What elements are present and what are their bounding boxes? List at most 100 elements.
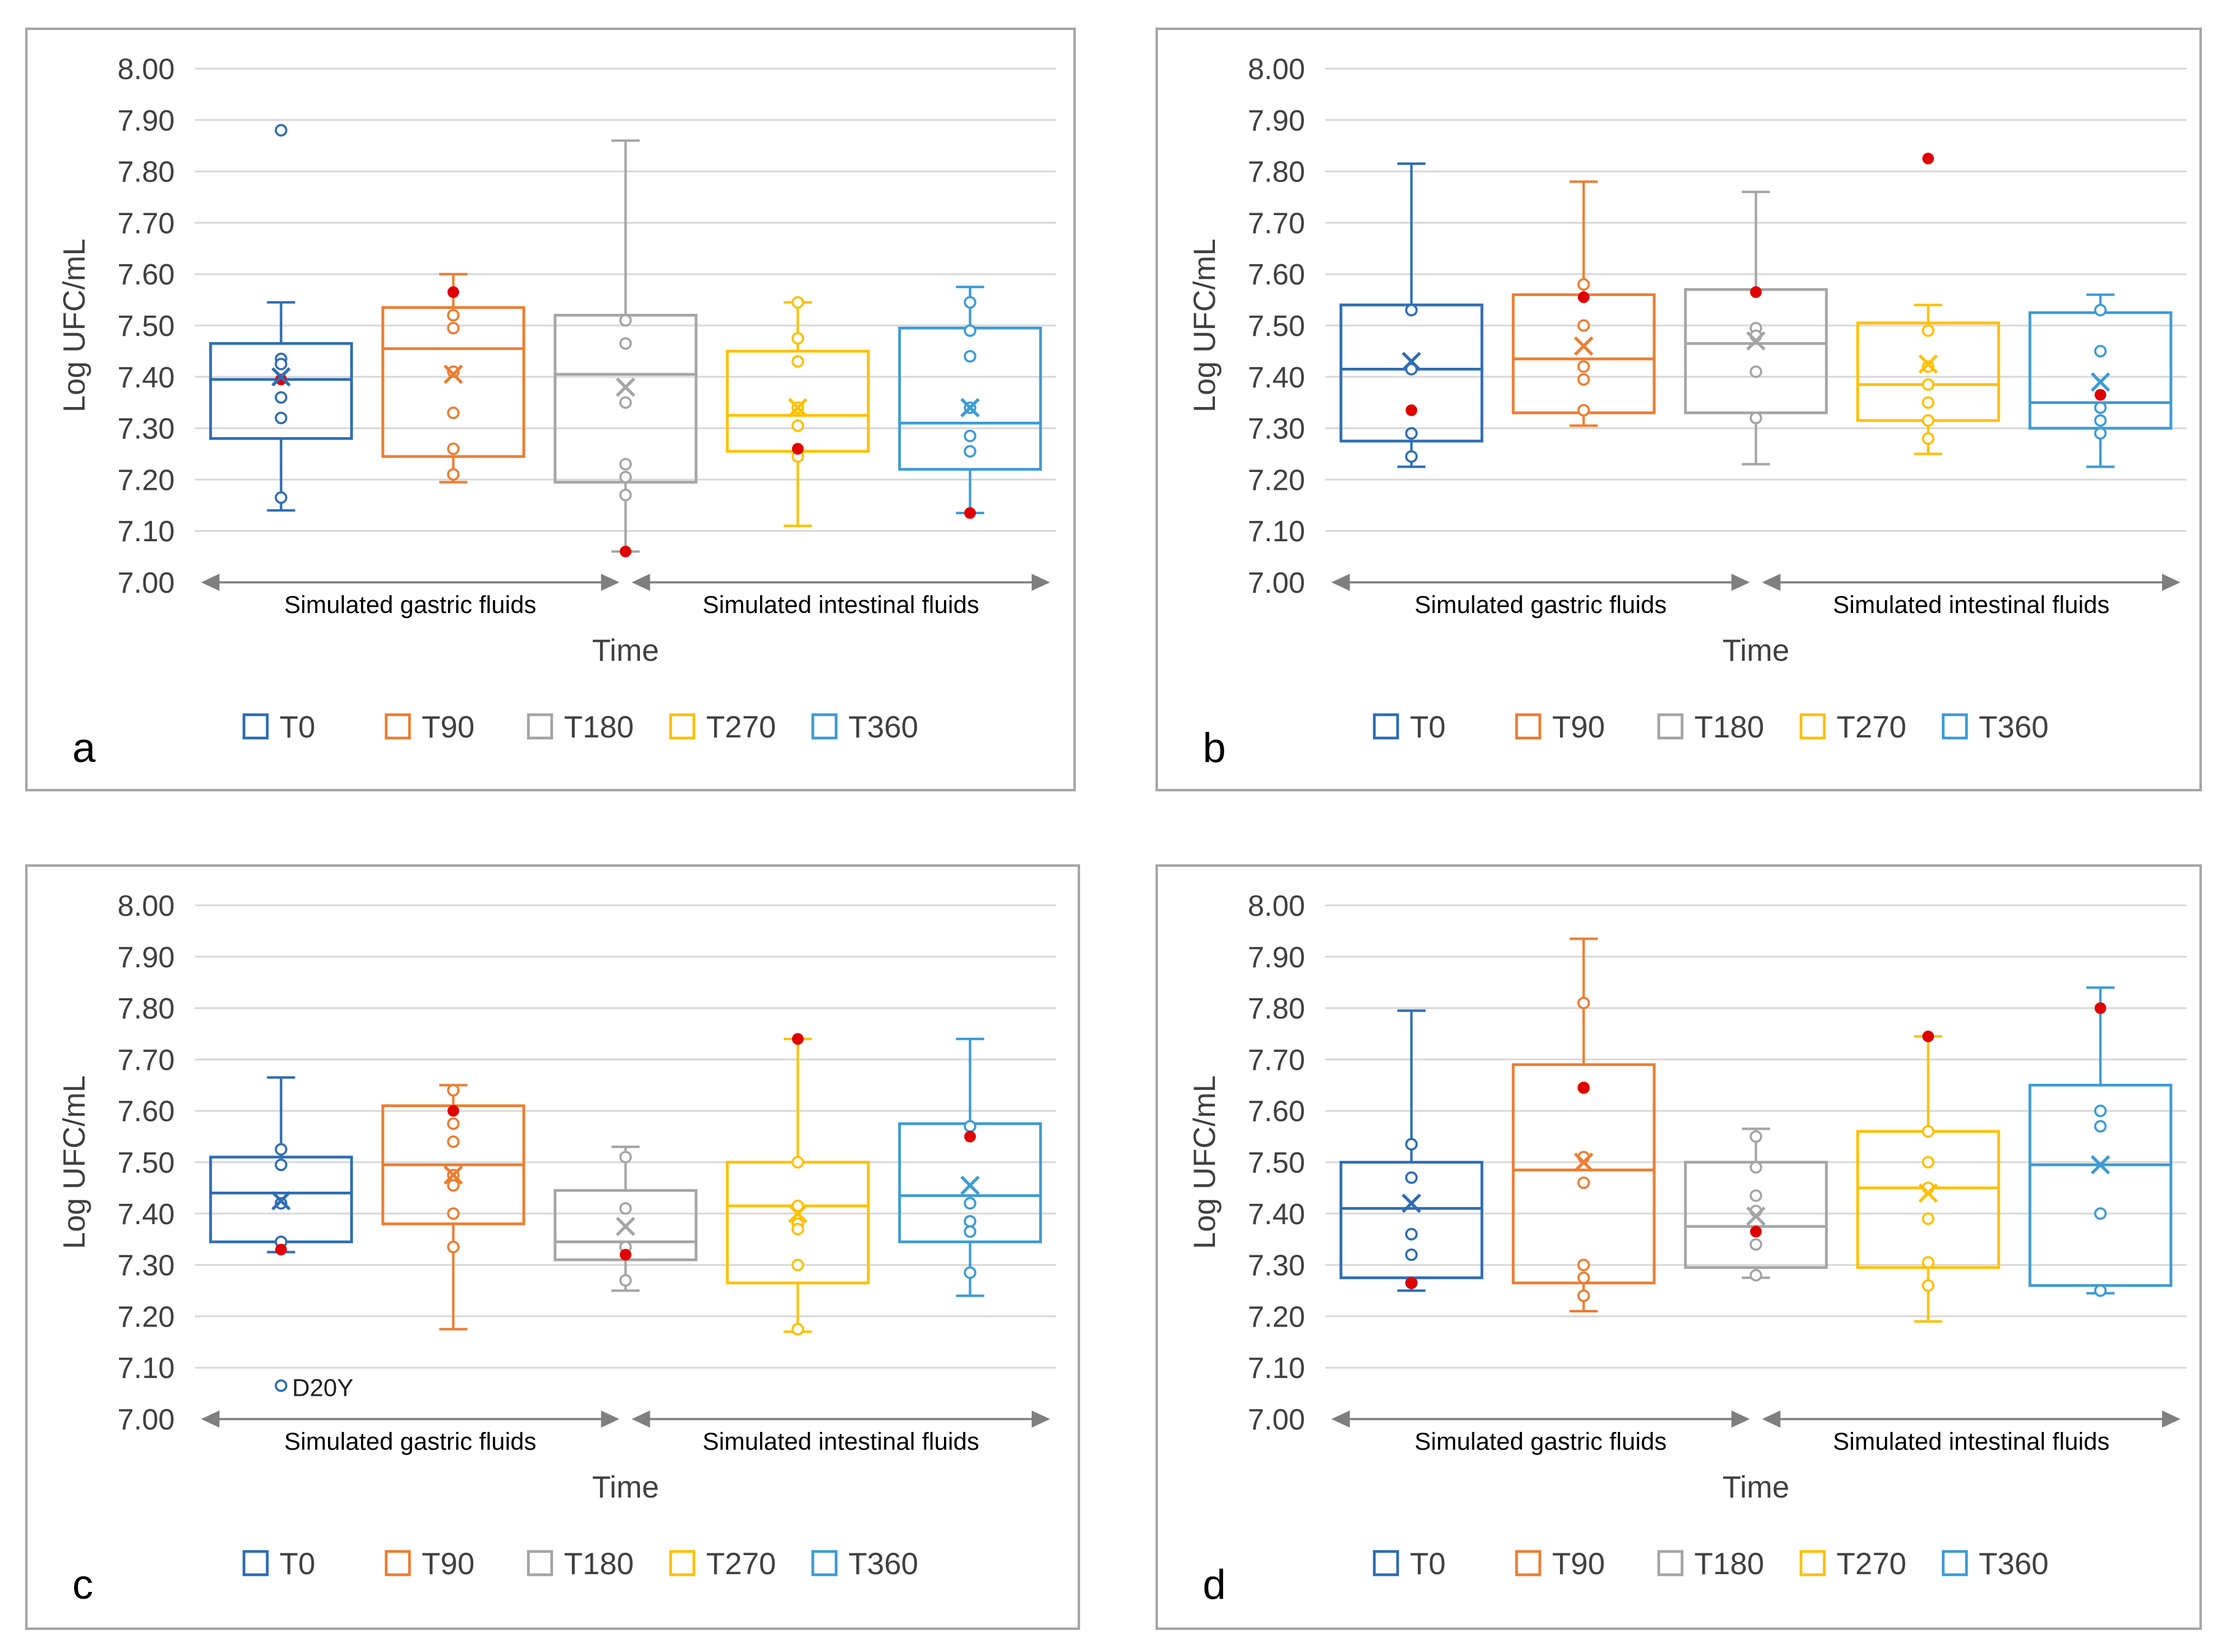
- legend-item-t270: T270: [1799, 1547, 1906, 1581]
- group-arrow: [1762, 574, 2180, 591]
- data-point: [2094, 427, 2107, 440]
- data-point: [964, 429, 976, 443]
- legend-swatch-icon: [811, 713, 838, 740]
- legend-item-t0: T0: [1372, 1547, 1445, 1581]
- legend-swatch-icon: [669, 1550, 696, 1577]
- data-point: [447, 468, 460, 481]
- legend-item-t360: T360: [1941, 1547, 2049, 1581]
- data-point: [1922, 1125, 1935, 1138]
- legend-swatch-icon: [1941, 713, 1968, 740]
- data-point: [275, 357, 287, 371]
- series-t360: [2028, 986, 2172, 1297]
- legend-swatch-icon: [1657, 1550, 1684, 1577]
- highlight-point: [620, 546, 631, 558]
- legend-swatch-icon: [384, 1550, 411, 1577]
- data-point: [1922, 396, 1935, 409]
- mean-marker: [2090, 1155, 2111, 1174]
- x-axis-label: Time: [1723, 1470, 1789, 1504]
- mean-marker: [788, 1204, 808, 1224]
- panel-frame: [1155, 28, 2202, 791]
- y-tick-label: 7.30: [1248, 413, 1305, 446]
- series-t90: [1512, 180, 1656, 427]
- legend-label: T270: [1837, 710, 1906, 744]
- highlight-point: [1750, 1225, 1762, 1238]
- group-arrow: [1762, 1410, 2180, 1428]
- data-point: [447, 1117, 460, 1130]
- mean-marker: [1574, 336, 1594, 356]
- data-point: [619, 458, 632, 471]
- series-t360: [898, 1037, 1042, 1297]
- highlight-point: [275, 373, 287, 386]
- legend-swatch-icon: [811, 1550, 838, 1577]
- chart-panel-b: 7.00 7.10 7.20 7.30 7.40 7.50 7.60 7.70 7.80 7.90…: [1155, 28, 2202, 791]
- series-t0: [209, 124, 353, 512]
- highlight-point: [1406, 404, 1417, 416]
- y-tick-label: 7.50: [1248, 1147, 1305, 1179]
- outlier-annotation: D20Y: [292, 1375, 354, 1402]
- highlight-point: [1578, 1081, 1589, 1094]
- legend-item-t270: T270: [669, 710, 776, 744]
- data-point: [964, 350, 976, 363]
- data-point: [619, 337, 632, 350]
- chart-panel-a: 7.00 7.10 7.20 7.30 7.40 7.50 7.60 7.70 7.80 7.90…: [25, 28, 1076, 791]
- highlight-point: [792, 443, 804, 455]
- series-t90: [381, 273, 525, 484]
- data-point: [619, 396, 632, 409]
- y-axis-label: Log UFC/mL: [1187, 238, 1222, 412]
- data-point: [1577, 319, 1590, 332]
- data-point: [1577, 1176, 1590, 1189]
- y-tick-label: 7.00: [1248, 1404, 1305, 1436]
- series-t360: [898, 286, 1042, 519]
- legend-label: T90: [422, 710, 474, 744]
- group-arrow: [201, 1410, 620, 1428]
- highlight-point: [1922, 1030, 1934, 1043]
- y-tick-label: 8.00: [118, 890, 175, 923]
- series-t90: [1512, 937, 1656, 1313]
- y-tick-label: 7.60: [1248, 1095, 1305, 1128]
- data-point: [1405, 1171, 1418, 1184]
- y-tick-label: 7.60: [118, 1095, 175, 1128]
- arrow-head-left: [1331, 1410, 1350, 1428]
- data-point: [791, 355, 804, 368]
- data-point: [447, 1241, 460, 1254]
- legend-swatch-icon: [242, 713, 269, 740]
- mean-marker: [960, 398, 980, 417]
- data-point: [1749, 1269, 1762, 1282]
- data-point: [1405, 1138, 1418, 1151]
- series-t270: [1856, 1030, 2000, 1323]
- y-tick-label: 7.20: [118, 464, 175, 497]
- y-tick-label: 7.80: [118, 993, 175, 1026]
- y-tick-label: 7.30: [118, 1250, 175, 1282]
- legend-label: T360: [1979, 710, 2049, 744]
- group-label: Simulated gastric fluids: [1415, 592, 1667, 619]
- data-point: [964, 324, 976, 337]
- legend-label: T360: [848, 710, 918, 744]
- highlight-point: [620, 1249, 631, 1261]
- data-point: [791, 1323, 804, 1336]
- legend-label: T180: [564, 1547, 634, 1581]
- mean-marker: [1574, 1152, 1594, 1172]
- data-point: [1405, 303, 1418, 317]
- data-point: [619, 1151, 632, 1163]
- legend-swatch-icon: [1657, 713, 1684, 740]
- y-axis-label: Log UFC/mL: [1187, 1075, 1222, 1249]
- x-axis-label: Time: [1723, 633, 1789, 668]
- data-point: [275, 391, 287, 404]
- mean-marker: [615, 377, 636, 397]
- y-tick-label: 7.30: [1248, 1250, 1305, 1282]
- legend-label: T0: [280, 1547, 315, 1581]
- data-point: [447, 1179, 460, 1192]
- data-point: [1749, 411, 1762, 425]
- group-label: Simulated intestinal fluids: [1833, 1428, 2109, 1455]
- y-tick-label: 7.90: [118, 942, 175, 974]
- highlight-point: [275, 1243, 287, 1255]
- series-t360: [2028, 293, 2172, 468]
- legend-swatch-icon: [242, 1550, 269, 1577]
- panel-label: a: [72, 725, 96, 771]
- data-point: [791, 296, 804, 309]
- arrow-head-left: [1331, 574, 1350, 591]
- legend-item-t0: T0: [1372, 710, 1445, 744]
- legend-label: T270: [706, 710, 776, 744]
- data-point: [791, 1258, 804, 1271]
